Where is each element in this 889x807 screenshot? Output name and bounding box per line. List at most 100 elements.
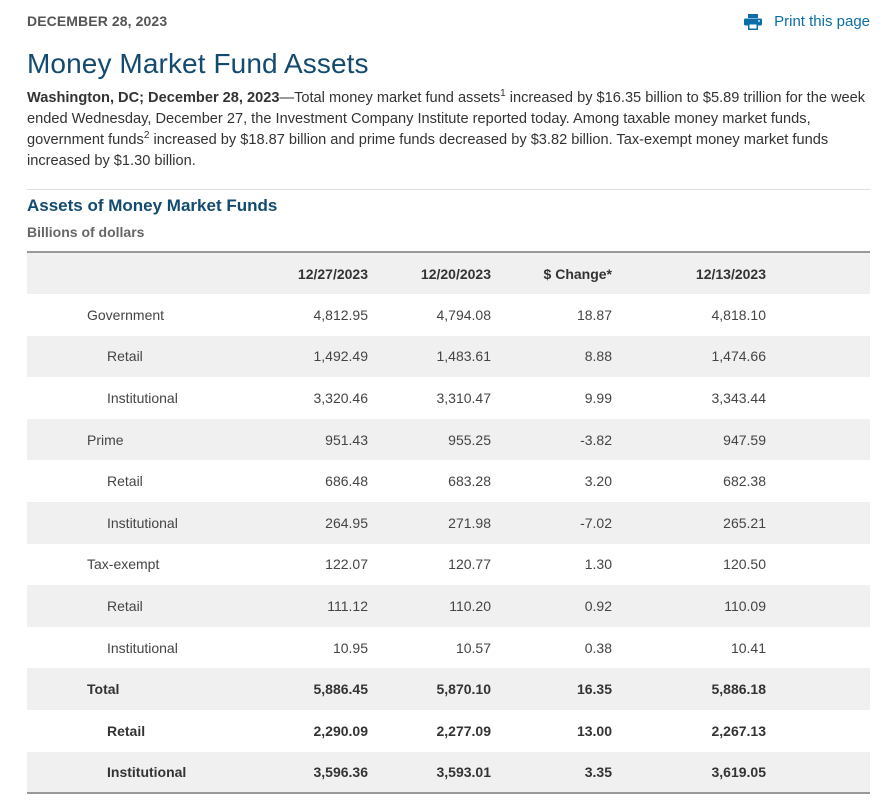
cell-value: 3.20 [584,473,612,490]
cell-spacer [766,710,870,752]
cell-value: 271.98 [448,514,491,531]
row-label: Retail [107,348,143,365]
cell-value: -3.82 [580,431,612,448]
cell-value: 10.95 [332,639,368,656]
cell-value: 0.92 [584,597,612,614]
row-label: Institutional [107,389,178,406]
table-row: Retail 1,492.49 1,483.61 8.88 1,474.66 [27,335,870,378]
section-title: Assets of Money Market Funds [27,196,278,215]
row-label: Retail [107,473,143,490]
cell-value: 3,343.44 [711,389,767,406]
cell-value: 120.77 [448,556,491,573]
cell-spacer [766,627,870,669]
row-label: Prime [87,431,124,448]
cell-value: 3,596.36 [313,763,369,780]
cell-spacer [766,544,870,586]
cell-spacer [766,668,870,710]
column-header-12-20: 12/20/2023 [368,252,491,294]
section-subtitle: Billions of dollars [27,224,145,240]
table-row: Retail 686.48 683.28 3.20 682.38 [27,460,870,502]
cell-value: -7.02 [580,514,612,531]
column-header-label [27,252,247,294]
table-row-total: Institutional 3,596.36 3,593.01 3.35 3,6… [27,751,870,794]
intro-dateline: Washington, DC; December 28, 2023 [27,90,280,106]
table-row: Institutional 264.95 271.98 -7.02 265.21 [27,501,870,544]
row-label: Retail [107,597,143,614]
cell-value: 1.30 [584,556,612,573]
table-row-total: Total 5,886.45 5,870.10 16.35 5,886.18 [27,668,870,710]
page-title: Money Market Fund Assets [27,48,369,79]
column-header-12-27: 12/27/2023 [247,252,368,294]
table-header-row: 12/27/2023 12/20/2023 $ Change* 12/13/20… [27,252,870,294]
footnote-ref-1[interactable]: 1 [500,88,506,100]
cell-value: 3,593.01 [436,763,492,780]
cell-value: 265.21 [723,514,766,531]
cell-spacer [766,502,870,544]
cell-value: 947.59 [723,431,766,448]
cell-value: 8.88 [584,348,612,365]
cell-value: 1,492.49 [313,348,369,365]
cell-value: 0.38 [584,639,612,656]
column-header-change: $ Change* [491,252,612,294]
cell-value: 10.57 [455,639,491,656]
cell-value: 686.48 [325,473,368,490]
cell-value: 3,310.47 [436,389,492,406]
cell-value: 4,794.08 [436,306,492,323]
print-page-link[interactable]: Print this page [744,13,870,30]
cell-value: 9.99 [584,389,612,406]
row-label: Government [87,306,165,323]
cell-value: 2,267.13 [711,722,767,739]
intro-text-2: increased by $16.35 billion to $5.89 tri… [27,90,866,148]
cell-value: 120.50 [723,556,766,573]
cell-value: 1,474.66 [711,348,767,365]
cell-value: 110.20 [449,597,491,614]
cell-value: 955.25 [448,431,491,448]
table-row: Tax-exempt 122.07 120.77 1.30 120.50 [27,543,870,586]
column-header-12-13: 12/13/2023 [612,252,766,294]
cell-value: 4,812.95 [313,306,369,323]
cell-value: 18.87 [576,306,612,323]
print-page-label: Print this page [774,13,870,30]
table-row-total: Retail 2,290.09 2,277.09 13.00 2,267.13 [27,709,870,752]
cell-value: 111.12 [327,597,368,614]
table-row: Institutional 10.95 10.57 0.38 10.41 [27,626,870,669]
intro-text-1: —Total money market fund assets [279,90,501,106]
cell-value: 10.41 [730,639,766,656]
cell-value: 3.35 [584,763,612,780]
cell-value: 5,886.18 [711,681,767,698]
cell-spacer [766,377,870,419]
cell-spacer [766,419,870,461]
intro-text-3: increased by $18.87 billion and prime fu… [27,132,829,169]
cell-spacer [766,752,870,794]
cell-value: 682.38 [723,473,766,490]
cell-value: 5,870.10 [436,681,492,698]
cell-spacer [766,585,870,627]
column-spacer [766,252,870,294]
row-label: Institutional [107,639,178,656]
cell-spacer [766,336,870,378]
page-date: DECEMBER 28, 2023 [27,13,168,29]
cell-value: 4,818.10 [711,306,767,323]
row-label: Total [87,681,120,698]
table-row: Prime 951.43 955.25 -3.82 947.59 [27,418,870,461]
cell-value: 5,886.45 [313,681,369,698]
intro-paragraph: Washington, DC; December 28, 2023—Total … [27,88,867,172]
row-label: Institutional [107,763,187,780]
cell-value: 3,619.05 [711,763,767,780]
cell-value: 951.43 [325,431,368,448]
table-row: Institutional 3,320.46 3,310.47 9.99 3,3… [27,377,870,419]
row-label: Institutional [107,514,178,531]
footnote-ref-2[interactable]: 2 [143,130,150,142]
cell-value: 110.09 [724,597,766,614]
assets-table: 12/27/2023 12/20/2023 $ Change* 12/13/20… [27,251,870,795]
cell-value: 264.95 [325,514,368,531]
cell-spacer [766,294,870,336]
cell-value: 2,277.09 [436,722,492,739]
row-label: Tax-exempt [87,556,160,573]
row-label: Retail [107,722,146,739]
cell-value: 683.28 [448,473,491,490]
cell-spacer [766,460,870,502]
cell-value: 3,320.46 [313,389,369,406]
cell-value: 122.07 [325,556,368,573]
cell-value: 2,290.09 [313,722,369,739]
